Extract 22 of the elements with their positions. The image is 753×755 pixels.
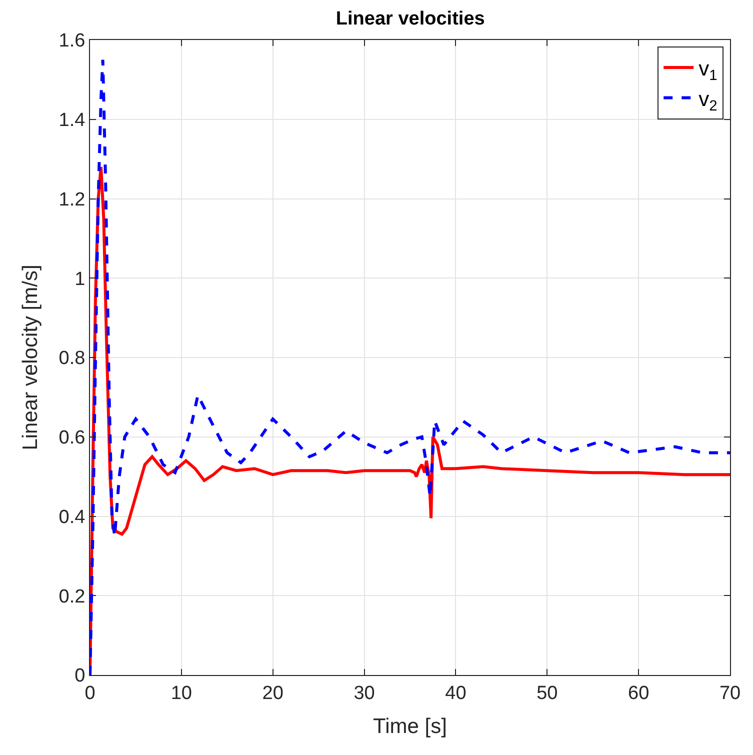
x-axis-title: Time [s] xyxy=(373,715,447,738)
legend-label: v$_{1}$ xyxy=(698,58,718,84)
y-tick-label: 0 xyxy=(74,666,86,687)
x-tick-label: 10 xyxy=(170,682,192,704)
y-tick-label: 0.4 xyxy=(58,506,86,528)
y-tick-label: 0.8 xyxy=(58,348,86,370)
x-tick-label: 50 xyxy=(536,682,558,704)
y-tick-label: 1.4 xyxy=(58,110,86,132)
x-tick-label: 70 xyxy=(719,682,741,704)
x-tick-label: 20 xyxy=(262,682,284,704)
y-tick-label: 1.2 xyxy=(58,189,86,210)
y-tick-label: 1.6 xyxy=(58,30,86,52)
chart-title: Linear velocities xyxy=(336,8,485,30)
legend-label: v$_{2}$ xyxy=(698,88,718,114)
x-tick-label: 30 xyxy=(354,682,375,704)
y-tick-label: 1 xyxy=(74,268,86,290)
y-tick-label: 0.2 xyxy=(58,586,86,608)
x-tick-label: 60 xyxy=(628,682,650,704)
y-axis-title: Linear velocity [m/s] xyxy=(18,264,42,450)
x-tick-label: 40 xyxy=(445,682,466,704)
line-series xyxy=(90,58,730,675)
y-tick-label: 0.6 xyxy=(58,428,86,449)
